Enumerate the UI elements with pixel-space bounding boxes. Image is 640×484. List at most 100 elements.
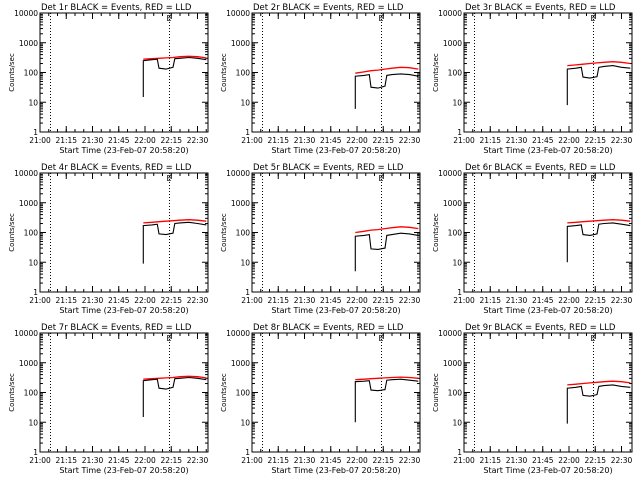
x-tick-label: 22:15 — [584, 136, 606, 145]
x-tick-label: 21:45 — [320, 136, 342, 145]
events-series-line — [142, 56, 207, 97]
y-tick-label: 1000 — [231, 199, 250, 208]
panel-title: Det 5r BLACK = Events, RED = LLD — [253, 163, 404, 173]
y-tick-label: 10000 — [14, 9, 38, 18]
x-tick-label: 22:30 — [611, 136, 633, 145]
y-tick-label: 100 — [448, 69, 463, 78]
flag-label: E — [591, 334, 596, 343]
y-tick-label: 1 — [245, 288, 250, 297]
panel-title: Det 9r BLACK = Events, RED = LLD — [465, 323, 616, 333]
x-tick-label: 21:00 — [29, 296, 51, 305]
x-tick-label: 21:15 — [55, 136, 77, 145]
x-axis-label: Start Time (23-Feb-07 20:58:20) — [271, 466, 400, 475]
x-tick-label: 22:15 — [372, 136, 394, 145]
x-tick-label: 22:30 — [399, 136, 421, 145]
y-axis-label: Counts/sec — [220, 53, 228, 92]
y-tick-label: 1000 — [443, 199, 462, 208]
x-axis-label: Start Time (23-Feb-07 20:58:20) — [483, 146, 612, 155]
x-tick-label: 22:15 — [160, 456, 182, 465]
plot-frame — [463, 12, 633, 133]
y-tick-label: 10 — [28, 98, 38, 107]
x-tick-label: 22:00 — [558, 296, 580, 305]
y-tick-label: 1 — [33, 288, 38, 297]
y-tick-label: 10 — [240, 258, 250, 267]
x-tick-label: 21:00 — [453, 136, 475, 145]
plot-frame — [39, 12, 209, 133]
y-tick-label: 1 — [457, 288, 462, 297]
x-axis-label: Start Time (23-Feb-07 20:58:20) — [59, 146, 188, 155]
plot-frame — [251, 12, 421, 133]
panel-title: Det 6r BLACK = Events, RED = LLD — [465, 163, 616, 173]
flag-label: E — [167, 174, 172, 183]
y-tick-label: 1000 — [231, 39, 250, 48]
x-tick-label: 22:30 — [611, 456, 633, 465]
lld-series-line — [143, 219, 207, 224]
lld-series-line — [355, 226, 419, 234]
lld-series-line — [355, 66, 419, 74]
x-tick-label: 21:00 — [453, 296, 475, 305]
y-tick-label: 100 — [236, 229, 251, 238]
y-tick-label: 10000 — [438, 9, 462, 18]
x-tick-label: 21:45 — [532, 296, 554, 305]
flag-label: E — [591, 174, 596, 183]
y-tick-label: 10 — [28, 258, 38, 267]
y-tick-label: 10000 — [438, 329, 462, 338]
x-tick-label: 22:15 — [372, 456, 394, 465]
x-tick-label: 22:15 — [372, 296, 394, 305]
x-tick-label: 22:00 — [558, 456, 580, 465]
flag-label: E — [167, 14, 172, 23]
lld-series-line — [567, 219, 631, 224]
x-tick-label: 21:45 — [108, 456, 130, 465]
y-tick-label: 10000 — [14, 329, 38, 338]
x-tick-label: 21:00 — [241, 456, 263, 465]
events-series-line — [354, 73, 419, 109]
y-tick-label: 10 — [452, 418, 462, 427]
x-tick-label: 21:45 — [320, 296, 342, 305]
x-tick-label: 21:30 — [294, 456, 316, 465]
y-tick-label: 1 — [457, 128, 462, 137]
x-tick-label: 21:15 — [55, 456, 77, 465]
y-tick-label: 1 — [33, 128, 38, 137]
x-tick-label: 21:45 — [320, 456, 342, 465]
x-tick-label: 21:30 — [506, 456, 528, 465]
events-series-line — [142, 221, 207, 264]
lld-series-line — [355, 376, 419, 381]
events-series-line — [566, 384, 631, 424]
y-tick-label: 10 — [240, 98, 250, 107]
y-axis-label: Counts/sec — [8, 53, 16, 92]
x-tick-label: 22:00 — [346, 296, 368, 305]
x-axis-label: Start Time (23-Feb-07 20:58:20) — [271, 146, 400, 155]
x-tick-label: 22:30 — [187, 456, 209, 465]
events-series-line — [566, 65, 631, 106]
y-tick-label: 100 — [24, 229, 39, 238]
x-tick-label: 21:15 — [267, 296, 289, 305]
y-tick-label: 100 — [24, 389, 39, 398]
flag-label: E — [379, 174, 384, 183]
panel-title: Det 2r BLACK = Events, RED = LLD — [253, 3, 404, 13]
y-axis-label: Counts/sec — [8, 213, 16, 252]
x-tick-label: 22:15 — [160, 296, 182, 305]
plot-frame — [251, 172, 421, 293]
y-tick-label: 10 — [28, 418, 38, 427]
y-axis-label: Counts/sec — [8, 373, 16, 412]
flag-label: E — [379, 14, 384, 23]
y-tick-label: 100 — [448, 389, 463, 398]
x-tick-label: 21:00 — [453, 456, 475, 465]
y-axis-label: Counts/sec — [220, 373, 228, 412]
x-tick-label: 22:30 — [611, 296, 633, 305]
x-tick-label: 22:30 — [399, 456, 421, 465]
x-tick-label: 22:15 — [584, 296, 606, 305]
y-tick-label: 10000 — [438, 169, 462, 178]
x-tick-label: 21:15 — [479, 296, 501, 305]
x-tick-label: 22:00 — [346, 456, 368, 465]
events-series-line — [354, 232, 419, 272]
panel-title: Det 1r BLACK = Events, RED = LLD — [41, 3, 192, 13]
y-tick-label: 1 — [33, 448, 38, 457]
x-tick-label: 21:30 — [82, 296, 104, 305]
x-tick-label: 22:30 — [187, 296, 209, 305]
